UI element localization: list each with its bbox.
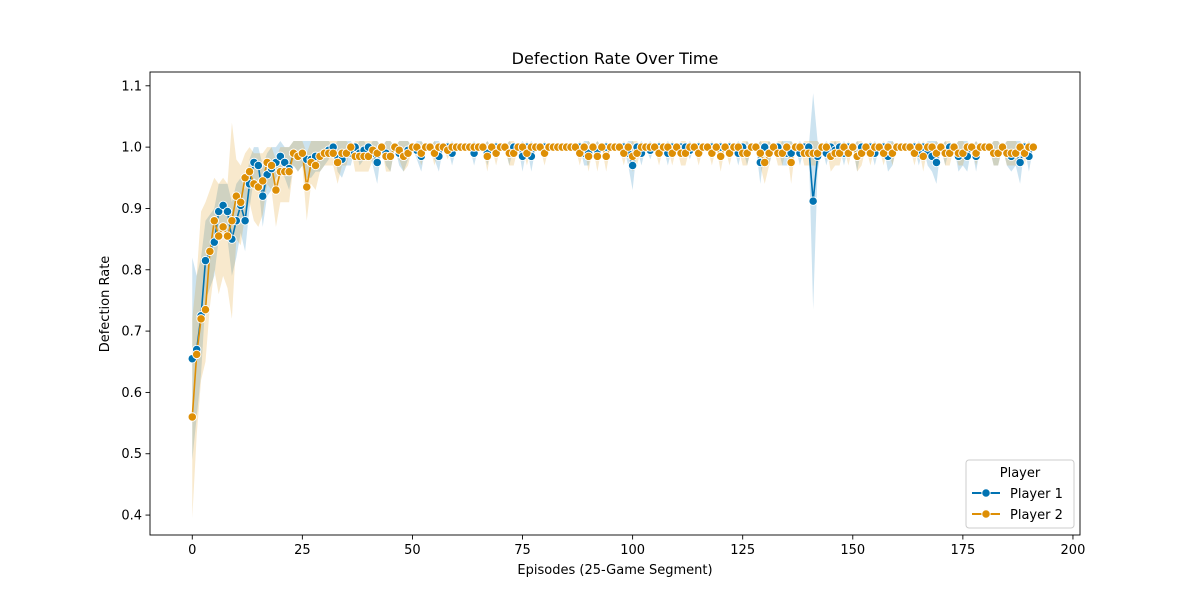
- data-point-player-2: [583, 151, 594, 161]
- data-point-player-2: [271, 185, 281, 195]
- legend-label-player-2: Player 2: [1010, 508, 1063, 523]
- data-point-player-2: [214, 231, 224, 241]
- data-point-player-2: [597, 142, 607, 152]
- data-point-player-1: [931, 157, 942, 168]
- legend-label-player-1: Player 1: [1010, 487, 1063, 502]
- data-point-player-1: [627, 160, 638, 171]
- data-point-player-1: [240, 216, 250, 226]
- y-tick-label: 1.1: [121, 79, 142, 94]
- data-point-player-2: [601, 151, 611, 161]
- data-point-player-2: [711, 142, 721, 152]
- data-point-player-2: [302, 182, 312, 192]
- data-point-player-2: [579, 142, 589, 152]
- data-point-player-2: [205, 246, 215, 257]
- y-tick-label: 0.6: [121, 386, 142, 401]
- data-point-player-2: [376, 142, 387, 152]
- data-point-player-2: [284, 166, 294, 177]
- data-point-player-2: [266, 160, 277, 171]
- data-point-player-2: [478, 142, 488, 152]
- y-tick-label: 0.5: [121, 447, 142, 462]
- data-point-player-2: [297, 148, 308, 158]
- x-axis-label: Episodes (25-Game Segment): [517, 563, 712, 578]
- data-point-player-2: [346, 142, 356, 152]
- data-point-player-2: [385, 151, 396, 161]
- y-tick-label: 0.7: [121, 325, 142, 340]
- x-tick-label: 75: [514, 543, 531, 558]
- data-point-player-1: [258, 191, 268, 201]
- x-tick-label: 50: [404, 543, 421, 558]
- y-axis-label: Defection Rate: [98, 256, 113, 353]
- data-point-player-2: [236, 197, 246, 207]
- chart-title: Defection Rate Over Time: [512, 49, 719, 68]
- y-tick-label: 1.0: [121, 141, 142, 156]
- x-tick-label: 125: [730, 543, 755, 558]
- axes-frame: [149, 71, 1081, 536]
- data-point-player-2: [310, 160, 321, 171]
- data-point-player-1: [1015, 157, 1025, 168]
- legend-marker-player-2: [981, 509, 991, 519]
- data-point-player-2: [218, 222, 228, 232]
- axes: 0 25 50 75 100 125 150 175 200 0.4 0.5 0.6 0.7 0.8 0.9…: [121, 71, 1086, 558]
- data-point-player-2: [716, 151, 726, 161]
- data-point-player-1: [280, 157, 290, 168]
- data-point-player-2: [592, 151, 603, 161]
- data-point-player-1: [222, 206, 233, 217]
- x-tick-label: 100: [620, 543, 645, 558]
- data-point-player-2: [914, 142, 924, 152]
- data-point-player-2: [482, 151, 492, 161]
- data-point-player-2: [848, 142, 858, 152]
- y-tick-label: 0.4: [121, 509, 142, 524]
- data-point-player-2: [222, 231, 233, 241]
- data-point-player-1: [808, 196, 818, 206]
- data-point-player-2: [1028, 142, 1038, 152]
- legend-marker-player-1: [981, 488, 991, 498]
- y-tick-label: 0.9: [121, 202, 142, 217]
- data-point-player-1: [372, 157, 382, 168]
- x-tick-label: 150: [840, 543, 865, 558]
- data-point-player-2: [332, 157, 343, 168]
- data-point-player-2: [209, 216, 219, 226]
- legend-box: [965, 459, 1075, 529]
- x-tick-label: 25: [294, 543, 311, 558]
- data-point-player-2: [192, 349, 202, 360]
- legend-title: Player: [1000, 466, 1041, 481]
- data-point-player-2: [196, 314, 206, 324]
- data-point-player-2: [623, 142, 633, 152]
- x-tick-label: 0: [188, 543, 196, 558]
- data-point-player-2: [258, 176, 268, 186]
- data-point-player-1: [200, 255, 211, 266]
- data-point-player-2: [821, 142, 832, 152]
- data-point-player-1: [253, 160, 263, 171]
- y-tick-label: 0.8: [121, 263, 142, 278]
- data-point-player-2: [588, 142, 598, 152]
- data-point-player-2: [187, 412, 197, 422]
- legend: Player Player 1 Player 2: [965, 459, 1075, 529]
- data-point-player-2: [227, 216, 237, 226]
- data-point-player-2: [760, 157, 770, 168]
- data-point-player-2: [200, 304, 211, 315]
- data-point-player-2: [755, 148, 765, 158]
- data-point-player-2: [244, 166, 255, 177]
- plot-area: [187, 93, 1038, 519]
- data-point-player-2: [328, 148, 338, 158]
- x-tick-label: 200: [1061, 543, 1086, 558]
- data-point-player-2: [918, 151, 928, 161]
- data-point-player-2: [786, 157, 796, 168]
- data-point-player-2: [782, 142, 792, 152]
- x-tick-label: 175: [950, 543, 975, 558]
